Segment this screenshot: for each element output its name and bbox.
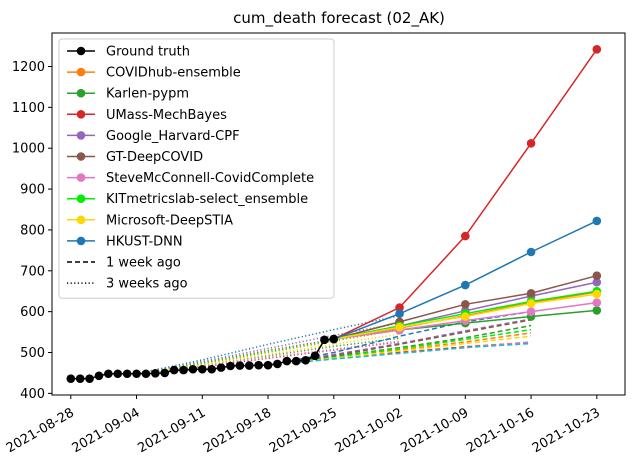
series-point — [395, 309, 404, 318]
legend-marker — [76, 236, 86, 246]
ground-truth-point — [263, 360, 273, 370]
y-tick-label: 600 — [20, 305, 45, 320]
y-tick-label: 800 — [20, 223, 45, 238]
legend-label: GT-DeepCOVID — [106, 150, 203, 165]
series-point — [526, 288, 536, 298]
axes-frame — [51, 32, 626, 396]
ground-truth-point — [254, 360, 263, 370]
legend-label: HKUST-DNN — [106, 234, 183, 249]
ground-truth-point — [122, 369, 132, 379]
chart-title: cum_death forecast (02_AK) — [233, 9, 445, 28]
past-forecast-1-week-line — [267, 342, 532, 366]
y-tick-label: 400 — [20, 387, 45, 402]
legend-label: Microsoft-DeepSTIA — [106, 213, 233, 228]
series-point — [592, 306, 602, 315]
ground-truth-point — [273, 359, 282, 369]
legend-label: UMass-MechBayes — [106, 108, 227, 123]
legend-label: 1 week ago — [106, 256, 181, 271]
legend-marker — [76, 88, 86, 98]
ground-truth-point — [291, 356, 301, 366]
legend-label: COVIDhub-ensemble — [106, 66, 241, 81]
y-tick-label: 500 — [20, 346, 45, 361]
series-point — [592, 45, 602, 54]
legend-marker — [76, 110, 86, 119]
ground-truth-point — [179, 365, 188, 375]
series-point — [592, 216, 602, 226]
ground-truth-point — [94, 371, 104, 381]
ground-truth-point — [320, 335, 329, 345]
series-point — [461, 280, 470, 290]
ground-truth-point — [197, 364, 207, 374]
series-point — [395, 322, 404, 332]
series-point — [592, 271, 602, 280]
legend-marker — [76, 131, 86, 140]
y-axis: 400 500 600 700 800 900 1000 1100 1200 — [12, 60, 52, 402]
legend: Ground truth COVIDhub-ensemble Karlen-pypm… — [58, 38, 335, 299]
legend-marker — [76, 67, 86, 77]
legend-marker — [76, 215, 86, 225]
ground-truth-point — [132, 369, 141, 379]
ground-truth-point — [226, 361, 235, 371]
y-tick-label: 900 — [20, 183, 45, 198]
series-point — [526, 139, 536, 148]
ground-truth-point — [160, 368, 170, 378]
ground-truth-point — [216, 363, 226, 372]
ground-truth-point — [169, 365, 179, 375]
ground-truth-point — [113, 369, 123, 379]
y-tick-label: 700 — [20, 264, 45, 279]
ground-truth-point — [151, 369, 160, 378]
legend-label: Google_Harvard-CPF — [106, 129, 240, 144]
ground-truth-point — [310, 351, 320, 361]
legend-label: KITmetricslab-select_ensemble — [106, 192, 308, 207]
ground-truth-point — [244, 361, 254, 370]
legend-marker — [76, 173, 86, 182]
series-point — [592, 277, 602, 287]
legend-label: SteveMcConnell-CovidComplete — [106, 171, 314, 186]
past-forecast-3-weeks-line — [136, 327, 400, 375]
y-tick-label: 1100 — [12, 101, 45, 116]
series-point — [526, 247, 536, 257]
series-point — [461, 299, 470, 309]
legend-marker — [76, 46, 86, 56]
past-forecast-3-weeks-line — [136, 327, 400, 375]
series-point — [526, 307, 536, 316]
ground-truth-point — [188, 364, 198, 374]
legend-label: Karlen-pypm — [106, 87, 189, 102]
series-point — [461, 231, 470, 241]
legend-marker — [76, 194, 86, 203]
series-point — [461, 312, 470, 321]
ground-truth-point — [85, 374, 94, 383]
ground-truth-point — [301, 355, 310, 365]
ground-truth-point — [104, 369, 113, 379]
legend-box — [58, 38, 335, 299]
series-point — [592, 298, 602, 307]
ground-truth-point — [235, 361, 245, 370]
past-forecast-1-week-line — [267, 319, 532, 366]
ground-truth-point — [207, 364, 216, 374]
y-tick-label: 1200 — [12, 60, 45, 75]
y-tick-label: 1000 — [12, 142, 45, 157]
legend-marker — [76, 152, 86, 161]
ground-truth-point — [66, 374, 76, 383]
ground-truth-point — [282, 356, 292, 366]
ground-truth-point — [329, 334, 339, 344]
series-point — [526, 299, 536, 308]
legend-label: 3 weeks ago — [106, 277, 188, 292]
ground-truth-point — [141, 369, 151, 379]
legend-label: Ground truth — [106, 45, 190, 60]
plot-area — [66, 45, 602, 383]
ground-truth-point — [75, 374, 85, 383]
series-point — [395, 303, 404, 312]
series-point — [592, 289, 602, 299]
